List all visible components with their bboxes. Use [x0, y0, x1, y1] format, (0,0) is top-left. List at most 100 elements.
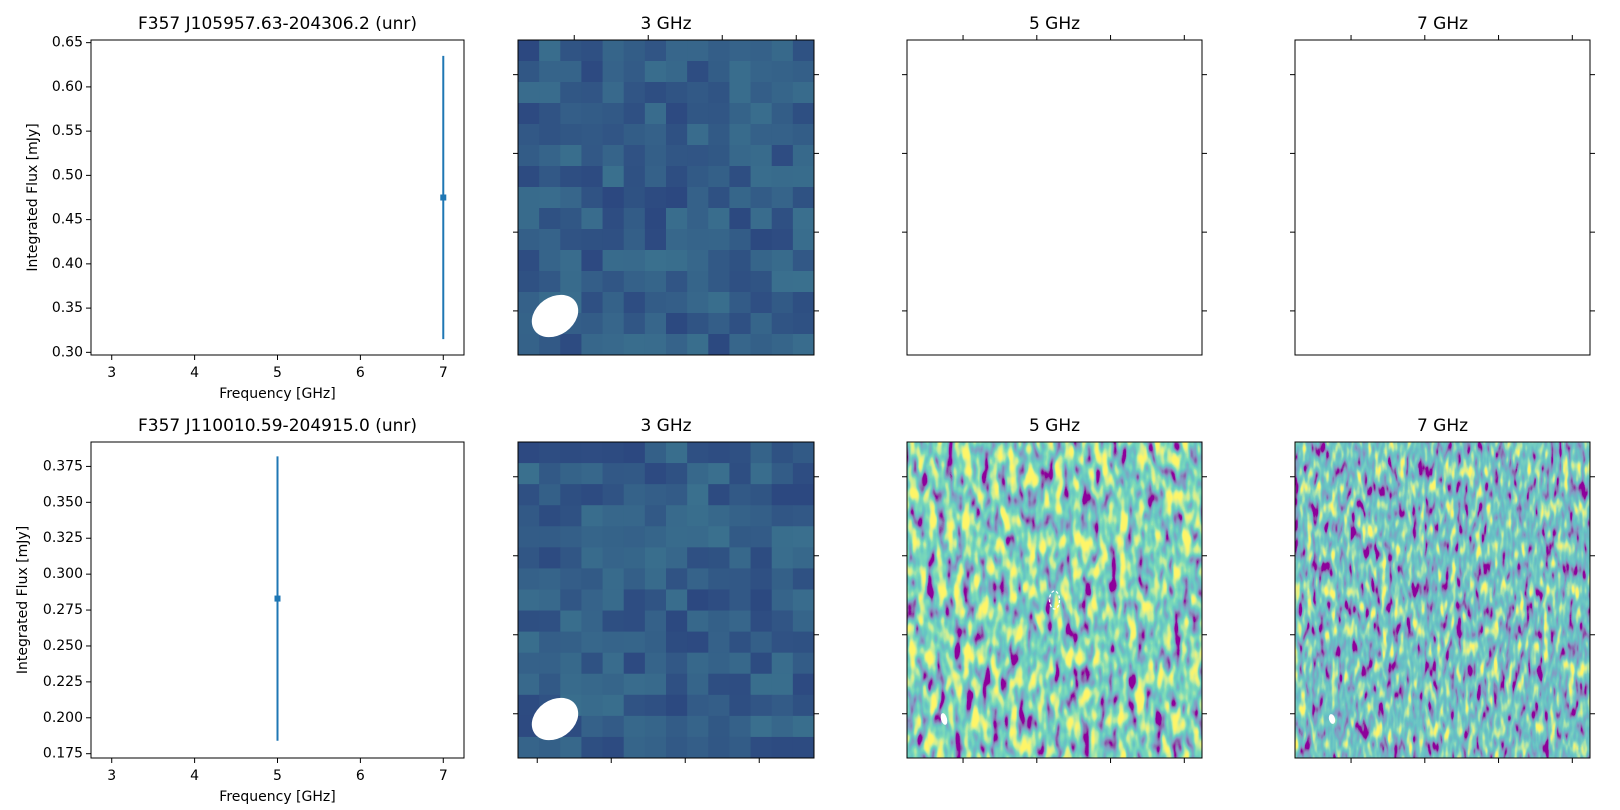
- y-tick-label: 0.325: [43, 530, 83, 546]
- image-pixel: [792, 463, 815, 485]
- image-pixel: [771, 334, 794, 356]
- image-pixel: [581, 61, 604, 83]
- image-pixel: [560, 505, 582, 527]
- image-pixel: [666, 547, 688, 569]
- image-pixel: [539, 229, 561, 251]
- y-tick-label: 0.60: [52, 79, 83, 95]
- y-tick-label: 0.65: [52, 35, 83, 51]
- image-pixel: [729, 442, 752, 464]
- image-pixel: [602, 463, 625, 485]
- y-tick-label: 0.225: [43, 674, 83, 690]
- image-pixel: [560, 187, 582, 209]
- image-pixel: [792, 715, 815, 738]
- image-pixel: [581, 694, 604, 717]
- image-pixel: [644, 505, 667, 527]
- image-pixel: [602, 694, 625, 717]
- image-pixel: [771, 124, 794, 146]
- image-pixel: [708, 250, 730, 272]
- image-pixel: [771, 313, 794, 335]
- image-pixel: [581, 526, 604, 548]
- y-tick-label: 0.30: [52, 344, 83, 360]
- axes-frame: [517, 39, 815, 356]
- image-pixel: [539, 463, 561, 485]
- image-pixel: [792, 610, 815, 633]
- image-pixel: [792, 208, 815, 230]
- image-pixel: [708, 736, 730, 759]
- image-pixel: [518, 631, 540, 654]
- axes-frame: [906, 441, 1203, 759]
- image-pixel: [623, 229, 646, 251]
- y-tick-label: 0.275: [43, 602, 83, 618]
- image-pixel: [792, 568, 815, 590]
- image-pixel: [539, 208, 561, 230]
- image-pixel: [560, 652, 582, 675]
- image-pixel: [644, 610, 667, 633]
- image-pixel: [771, 145, 794, 167]
- image-pixel: [729, 166, 752, 188]
- image-pixel: [771, 166, 794, 188]
- image-pixel: [539, 334, 561, 356]
- y-axis-label: Integrated Flux [mJy]: [25, 123, 41, 271]
- image-pixel: [792, 292, 815, 314]
- image-pixel: [623, 715, 646, 738]
- image-pixel: [666, 187, 688, 209]
- x-tick-label: 6: [356, 768, 365, 784]
- image-pixel: [750, 229, 773, 251]
- image-pixel: [708, 484, 730, 506]
- source-aperture: [1048, 590, 1061, 610]
- image-pixel: [644, 292, 667, 314]
- image-pixel: [539, 124, 561, 146]
- image-pixel: [602, 145, 625, 167]
- image-noise: [907, 442, 1202, 758]
- panel: 3 GHz: [513, 416, 819, 763]
- image-pixel: [708, 505, 730, 527]
- image-pixel: [666, 610, 688, 633]
- image-pixel: [771, 568, 794, 590]
- image-pixel: [602, 526, 625, 548]
- image-pixel: [708, 652, 730, 675]
- image-pixel: [792, 652, 815, 675]
- image-pixel: [602, 442, 625, 464]
- image-pixel: [623, 547, 646, 569]
- image-pixel: [708, 673, 730, 696]
- image-pixel: [687, 313, 709, 335]
- image-pixel: [708, 589, 730, 612]
- image-pixel: [623, 61, 646, 83]
- image-pixel: [687, 124, 709, 146]
- image-pixel: [708, 442, 730, 464]
- image-pixel: [602, 568, 625, 590]
- axes-frame: [90, 441, 465, 759]
- image-pixel: [687, 610, 709, 633]
- image-pixel: [666, 334, 688, 356]
- image-pixel: [518, 82, 540, 104]
- image-pixel: [666, 229, 688, 251]
- y-tick-label: 0.300: [43, 566, 83, 582]
- image-pixel: [666, 124, 688, 146]
- x-axis-label: Frequency [GHz]: [219, 789, 335, 805]
- image-pixel: [792, 442, 815, 464]
- image-pixel: [729, 673, 752, 696]
- image-pixel: [771, 694, 794, 717]
- image-pixel: [623, 82, 646, 104]
- image-pixel: [581, 103, 604, 125]
- image-pixel: [560, 568, 582, 590]
- image-pixel: [560, 250, 582, 272]
- image-pixel: [687, 40, 709, 62]
- image-pixel: [750, 442, 773, 464]
- image-pixel: [771, 610, 794, 633]
- image-pixel: [623, 652, 646, 675]
- image-pixel: [750, 694, 773, 717]
- image-pixel: [560, 61, 582, 83]
- image-pixel: [602, 652, 625, 675]
- image-pixel: [602, 547, 625, 569]
- panel-title: 3 GHz: [640, 416, 691, 436]
- image-pixel: [581, 568, 604, 590]
- image-pixel: [560, 271, 582, 293]
- image-pixel: [750, 82, 773, 104]
- image-pixel: [539, 82, 561, 104]
- panel: 7 GHz: [1290, 14, 1595, 356]
- image-pixel: [560, 589, 582, 612]
- image-pixel: [666, 505, 688, 527]
- image-pixel: [539, 526, 561, 548]
